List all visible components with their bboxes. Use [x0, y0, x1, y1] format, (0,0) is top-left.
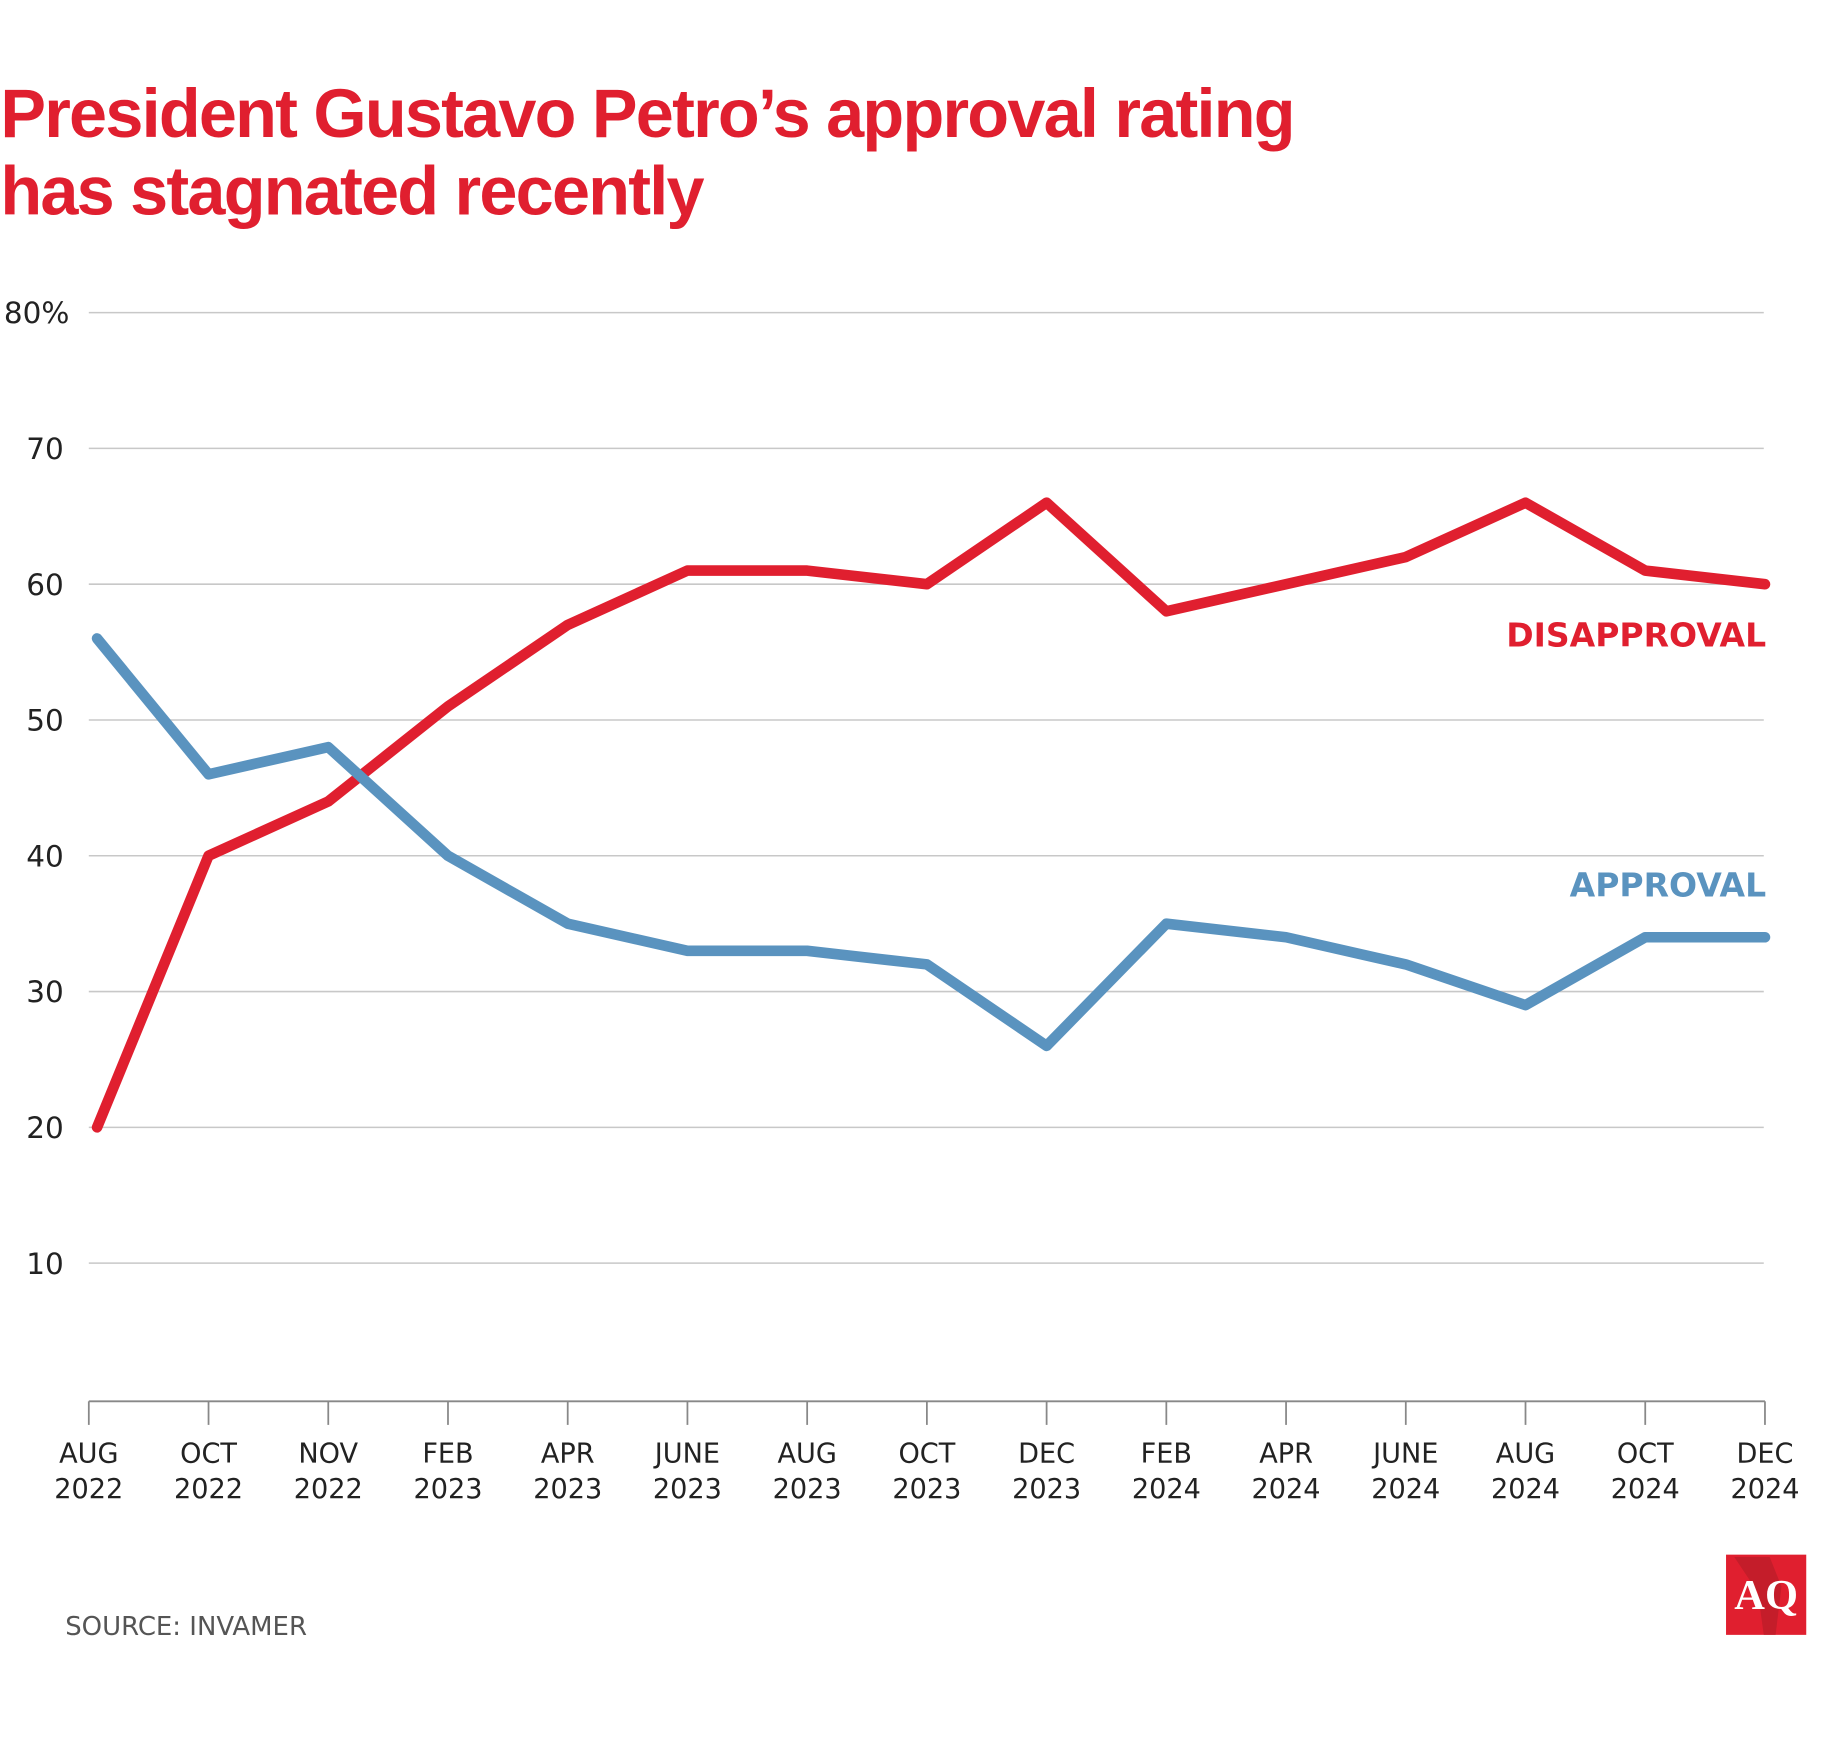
series-line-approval	[91, 633, 1771, 1052]
y-tick-label: 60	[26, 568, 64, 602]
x-tick-label-year: 2023	[533, 1474, 602, 1505]
y-tick-label: 50	[26, 704, 64, 738]
aq-logo: AQ	[1726, 1554, 1807, 1635]
x-tick-label-month: APR	[541, 1439, 595, 1470]
x-tick-label-month: OCT	[898, 1439, 955, 1470]
x-tick-label-month: JUNE	[1371, 1439, 1438, 1470]
series-label-approval: APPROVAL	[1570, 865, 1766, 904]
series-line-disapproval	[91, 497, 1771, 1133]
x-tick-label-year: 2023	[1012, 1474, 1081, 1505]
x-tick-label-month: OCT	[1617, 1439, 1674, 1470]
x-tick-label-month: FEB	[1141, 1439, 1192, 1470]
y-tick-label: 20	[26, 1111, 64, 1145]
y-tick-label: 80%	[4, 296, 70, 330]
x-tick-label-month: NOV	[298, 1439, 358, 1470]
x-tick-label-month: JUNE	[653, 1439, 720, 1470]
x-tick-label-month: DEC	[1736, 1439, 1793, 1470]
x-tick-label-year: 2024	[1252, 1474, 1321, 1505]
x-tick-label-year: 2024	[1730, 1474, 1799, 1505]
x-tick-label-year: 2022	[294, 1474, 363, 1505]
x-tick-label-year: 2024	[1611, 1474, 1680, 1505]
chart-title-line-2: has stagnated recently	[0, 154, 704, 230]
chart-title-line-1: President Gustavo Petro’s approval ratin…	[0, 76, 1293, 152]
y-tick-label: 30	[26, 975, 64, 1009]
x-tick-label-month: AUG	[777, 1439, 836, 1470]
y-tick-label: 10	[26, 1247, 64, 1281]
series-label-disapproval: DISAPPROVAL	[1506, 615, 1766, 654]
x-tick-label-month: DEC	[1018, 1439, 1075, 1470]
x-tick-label-year: 2024	[1491, 1474, 1560, 1505]
x-tick-label-year: 2024	[1132, 1474, 1201, 1505]
x-tick-label-year: 2024	[1371, 1474, 1440, 1505]
x-tick-label-year: 2023	[653, 1474, 722, 1505]
x-tick-label-month: OCT	[180, 1439, 237, 1470]
x-tick-label-year: 2023	[892, 1474, 961, 1505]
x-tick-label-year: 2022	[174, 1474, 243, 1505]
x-tick-label-month: AUG	[59, 1439, 118, 1470]
x-tick-label-year: 2023	[773, 1474, 842, 1505]
logo-text: AQ	[1734, 1572, 1798, 1619]
x-tick-label-year: 2023	[413, 1474, 482, 1505]
x-tick-label-month: APR	[1259, 1439, 1313, 1470]
y-tick-label: 40	[26, 839, 64, 873]
y-tick-label: 70	[26, 432, 64, 466]
x-tick-label-month: AUG	[1496, 1439, 1555, 1470]
source-note: SOURCE: INVAMER	[65, 1612, 307, 1642]
x-tick-label-year: 2022	[54, 1474, 123, 1505]
x-tick-label-month: FEB	[422, 1439, 473, 1470]
